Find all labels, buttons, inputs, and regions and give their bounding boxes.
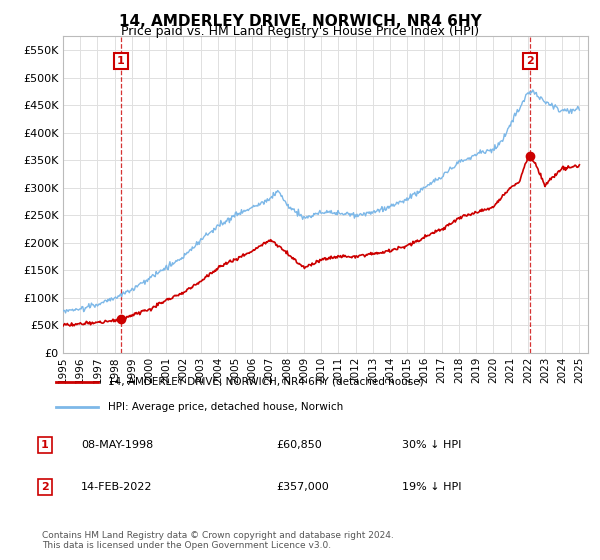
Text: 2: 2 bbox=[526, 56, 533, 66]
Text: HPI: Average price, detached house, Norwich: HPI: Average price, detached house, Norw… bbox=[107, 402, 343, 412]
Text: Price paid vs. HM Land Registry's House Price Index (HPI): Price paid vs. HM Land Registry's House … bbox=[121, 25, 479, 38]
Text: 14, AMDERLEY DRIVE, NORWICH, NR4 6HY (detached house): 14, AMDERLEY DRIVE, NORWICH, NR4 6HY (de… bbox=[107, 376, 423, 386]
Text: £357,000: £357,000 bbox=[276, 482, 329, 492]
Text: 30% ↓ HPI: 30% ↓ HPI bbox=[402, 440, 461, 450]
Text: 1: 1 bbox=[41, 440, 49, 450]
Text: 19% ↓ HPI: 19% ↓ HPI bbox=[402, 482, 461, 492]
Text: £60,850: £60,850 bbox=[276, 440, 322, 450]
Text: 14-FEB-2022: 14-FEB-2022 bbox=[81, 482, 152, 492]
Text: 2: 2 bbox=[41, 482, 49, 492]
Text: 14, AMDERLEY DRIVE, NORWICH, NR4 6HY: 14, AMDERLEY DRIVE, NORWICH, NR4 6HY bbox=[119, 14, 481, 29]
Text: Contains HM Land Registry data © Crown copyright and database right 2024.
This d: Contains HM Land Registry data © Crown c… bbox=[42, 530, 394, 550]
Text: 08-MAY-1998: 08-MAY-1998 bbox=[81, 440, 153, 450]
Text: 1: 1 bbox=[117, 56, 125, 66]
